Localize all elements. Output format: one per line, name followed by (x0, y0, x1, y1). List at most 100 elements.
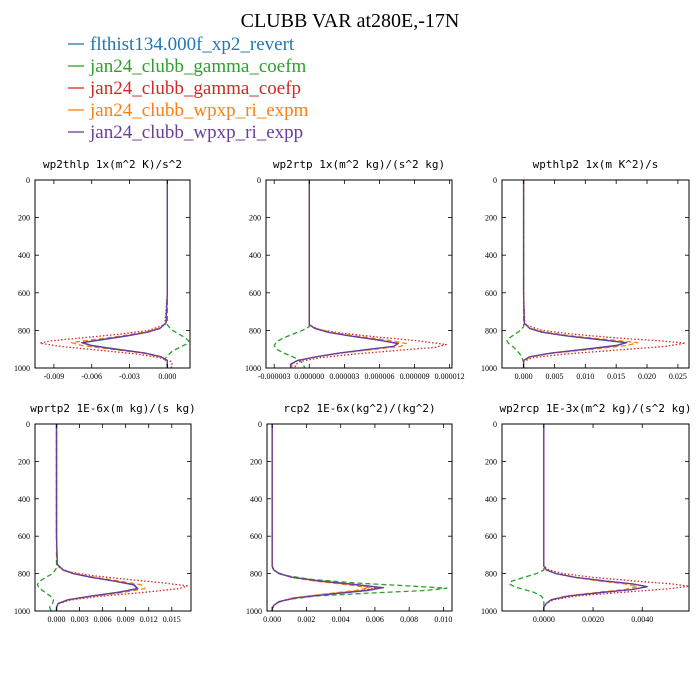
y-tick-label: 1000 (245, 364, 261, 373)
x-tick-label: 0.000012 (435, 372, 465, 381)
series-line-1 (271, 424, 448, 611)
x-tick-label: 0.015 (163, 615, 181, 624)
y-tick-label: 200 (485, 457, 497, 466)
y-tick-label: 0 (258, 420, 262, 429)
x-tick-label: 0.000009 (400, 372, 430, 381)
panel-2: wpthlp2 1x(m K^2)/s 0 200 400 600 800 1000 0.00… (481, 158, 690, 381)
y-tick-label: 200 (250, 457, 262, 466)
plot-frame (501, 179, 690, 369)
legend-entry-0: flthist134.000f_xp2_revert (90, 34, 295, 55)
panel-1: wp2rtp 1x(m^2 kg)/(s^2 kg) 0 200 400 600 800 1… (245, 158, 465, 381)
x-tick-label: 0.002 (297, 615, 315, 624)
y-tick-label: 200 (249, 214, 261, 223)
x-tick-label: 0.0020 (582, 615, 604, 624)
panel-title: wp2rcp 1E-3x(m^2 kg)/(s^2 kg) (499, 402, 691, 415)
plot-frame (266, 423, 453, 612)
y-tick-label: 1000 (14, 364, 30, 373)
series-line-2 (39, 180, 174, 368)
panel-title: rcp2 1E-6x(kg^2)/(kg^2) (283, 402, 435, 415)
x-tick-label: 0.012 (140, 615, 158, 624)
panel-0: wp2thlp 1x(m^2 K)/s^2 0 200 400 600 800 1000 -0… (14, 158, 191, 381)
series-line-1 (508, 424, 545, 611)
panel-title: wpthlp2 1x(m K^2)/s (533, 158, 659, 171)
series-line-4 (289, 180, 399, 368)
y-tick-label: 200 (18, 214, 30, 223)
series-line-1 (164, 180, 190, 368)
plot-frame (265, 179, 453, 369)
series-line-3 (70, 180, 168, 368)
series-line-3 (55, 424, 146, 611)
series-line-4 (271, 424, 385, 611)
x-tick-label: 0.006 (366, 615, 384, 624)
y-tick-label: 1000 (481, 607, 497, 616)
y-tick-label: 600 (249, 289, 261, 298)
plot-frame (34, 179, 191, 369)
x-tick-label: 0.009 (117, 615, 135, 624)
series-line-1 (36, 424, 58, 611)
y-tick-label: 400 (249, 251, 261, 260)
y-tick-label: 0 (26, 176, 30, 185)
series-line-4 (543, 424, 648, 611)
panel-title: wp2thlp 1x(m^2 K)/s^2 (43, 158, 182, 171)
legend-entry-1: jan24_clubb_gamma_coefm (89, 56, 307, 77)
x-tick-label: 0.025 (669, 372, 687, 381)
legend: flthist134.000f_xp2_revertjan24_clubb_ga… (68, 34, 309, 143)
panel-title: wp2rtp 1x(m^2 kg)/(s^2 kg) (273, 158, 445, 171)
x-tick-label: 0.0000 (533, 615, 555, 624)
y-tick-label: 800 (18, 326, 30, 335)
series-line-1 (273, 180, 310, 368)
series-line-3 (271, 424, 371, 611)
plot-frame (501, 423, 690, 612)
y-tick-label: 600 (18, 289, 30, 298)
series-line-2 (522, 180, 686, 368)
y-tick-label: 400 (250, 495, 262, 504)
series-line-4 (55, 424, 139, 611)
x-tick-label: 0.010 (434, 615, 452, 624)
x-tick-label: 0.020 (638, 372, 656, 381)
legend-entry-4: jan24_clubb_wpxp_ri_expp (89, 122, 303, 143)
y-tick-label: 400 (18, 251, 30, 260)
y-tick-label: 200 (485, 214, 497, 223)
x-tick-label: 0.000 (158, 372, 176, 381)
series-line-0 (543, 424, 648, 611)
y-tick-label: 800 (485, 570, 497, 579)
y-tick-label: 0 (493, 176, 497, 185)
x-tick-label: 0.004 (332, 615, 350, 624)
x-tick-label: 0.015 (607, 372, 625, 381)
y-tick-label: 800 (249, 326, 261, 335)
x-tick-label: 0.000 (48, 615, 66, 624)
x-tick-label: -0.009 (44, 372, 65, 381)
y-tick-label: 600 (250, 532, 262, 541)
y-tick-label: 400 (485, 251, 497, 260)
legend-entry-3: jan24_clubb_wpxp_ri_expm (89, 100, 309, 121)
series-line-2 (294, 180, 447, 368)
x-tick-label: 0.010 (576, 372, 594, 381)
series-group (36, 424, 188, 611)
y-tick-label: 600 (485, 289, 497, 298)
series-line-1 (506, 180, 525, 368)
x-tick-label: -0.003 (119, 372, 140, 381)
x-tick-label: 0.005 (545, 372, 563, 381)
panel-3: wprtp2 1E-6x(m kg)/(s kg)0 200 400 600 800 10… (14, 402, 196, 624)
series-group (508, 424, 689, 611)
panels: wp2thlp 1x(m^2 K)/s^202004006008001000-0… (14, 158, 692, 624)
series-line-0 (522, 180, 627, 368)
panel-4: rcp2 1E-6x(kg^2)/(kg^2) 0 200 400 600 800 1000… (246, 402, 453, 624)
series-line-4 (80, 180, 168, 368)
x-tick-label: 0.000 (515, 372, 533, 381)
y-tick-label: 0 (26, 420, 30, 429)
panel-title: wprtp2 1E-6x(m kg)/(s kg) (30, 402, 196, 415)
series-group (39, 180, 190, 368)
series-line-3 (522, 180, 639, 368)
x-tick-label: -0.000003 (258, 372, 291, 381)
y-tick-label: 1000 (246, 607, 262, 616)
y-tick-label: 600 (485, 532, 497, 541)
series-line-4 (522, 180, 628, 368)
series-group (271, 424, 448, 611)
y-tick-label: 800 (250, 570, 262, 579)
y-tick-label: 600 (18, 532, 30, 541)
legend-entry-2: jan24_clubb_gamma_coefp (89, 78, 301, 99)
x-tick-label: 0.003 (71, 615, 89, 624)
panel-5: wp2rcp 1E-3x(m^2 kg)/(s^2 kg)0 200 400 600 8… (481, 402, 692, 624)
